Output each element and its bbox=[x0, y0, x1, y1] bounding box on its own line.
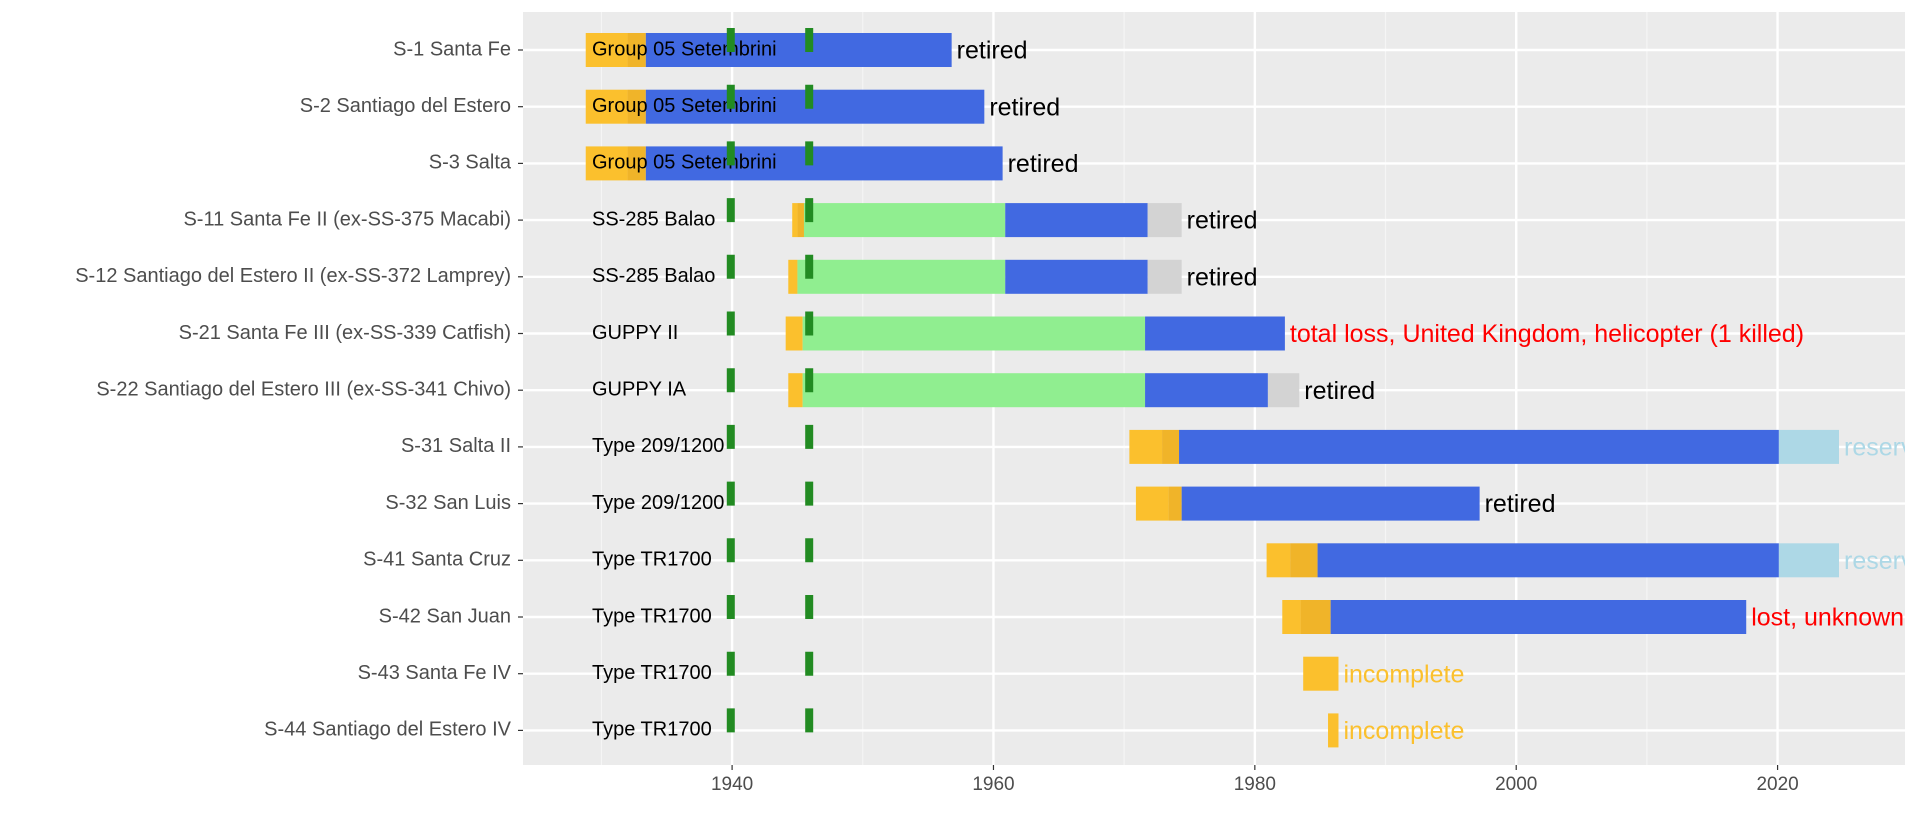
class-label: Group 05 Setembrini bbox=[592, 152, 777, 174]
bar-segment bbox=[1317, 543, 1779, 578]
bar-segment bbox=[803, 203, 1006, 238]
status-label: retired bbox=[1187, 263, 1258, 291]
class-label: SS-285 Balao bbox=[592, 265, 715, 287]
y-tick-label: S-41 Santa Cruz bbox=[363, 549, 511, 571]
bar-segment bbox=[788, 259, 798, 294]
bar-segment bbox=[1145, 373, 1268, 408]
bar-segment bbox=[1267, 373, 1300, 408]
bar-segment bbox=[1162, 429, 1180, 464]
x-tick-label: 2000 bbox=[1495, 774, 1537, 795]
bar-segment bbox=[1179, 429, 1779, 464]
x-tick-label: 2020 bbox=[1756, 774, 1798, 795]
status-label: retired bbox=[1485, 490, 1556, 518]
status-label: retired bbox=[1008, 150, 1079, 178]
bar-segment bbox=[627, 146, 646, 181]
bar-segment bbox=[1168, 486, 1182, 521]
class-label: Type 209/1200 bbox=[592, 492, 724, 514]
class-label: GUPPY IA bbox=[592, 378, 687, 400]
bar-segment bbox=[792, 203, 798, 238]
bar-segment bbox=[797, 259, 1006, 294]
class-label: Type TR1700 bbox=[592, 605, 712, 627]
class-label: SS-285 Balao bbox=[592, 208, 715, 230]
class-label: Type 209/1200 bbox=[592, 435, 724, 457]
status-label: total loss, United Kingdom, helicopter (… bbox=[1290, 320, 1804, 348]
bar-segment bbox=[797, 203, 804, 238]
y-tick-label: S-1 Santa Fe bbox=[393, 38, 511, 60]
bar-segment bbox=[645, 146, 1003, 181]
bar-segment bbox=[1266, 543, 1291, 578]
bar-segment bbox=[627, 33, 646, 67]
status-label: retired bbox=[957, 37, 1028, 65]
y-tick-label: S-43 Santa Fe IV bbox=[358, 662, 512, 684]
bar-segment bbox=[1778, 543, 1840, 578]
y-tick-label: S-12 Santiago del Estero II (ex-SS-372 L… bbox=[75, 265, 511, 287]
class-label: Group 05 Setembrini bbox=[592, 95, 777, 117]
y-tick-label: S-44 Santiago del Estero IV bbox=[264, 719, 511, 741]
y-tick-label: S-42 San Juan bbox=[379, 605, 511, 627]
status-label: retired bbox=[1304, 377, 1375, 405]
bar-segment bbox=[1129, 429, 1163, 464]
axes: 1940 1960 1980 2000 2020 S-1 Santa Fe S-2 Sant… bbox=[75, 38, 1799, 795]
bar-segment bbox=[585, 89, 628, 124]
status-label: incomplete bbox=[1343, 717, 1464, 745]
class-label: Group 05 Setembrini bbox=[592, 38, 777, 60]
class-label: GUPPY II bbox=[592, 322, 678, 344]
x-tick-label: 1980 bbox=[1234, 774, 1276, 795]
bar-segment bbox=[1303, 656, 1339, 691]
bar-segment bbox=[802, 316, 1146, 351]
bar-segment bbox=[1145, 316, 1285, 351]
y-tick-label: S-3 Salta bbox=[429, 152, 512, 174]
status-label: reserve bbox=[1844, 547, 1920, 575]
bar-segment bbox=[1330, 600, 1747, 634]
bar-segment bbox=[1181, 486, 1480, 521]
class-label: Type TR1700 bbox=[592, 549, 712, 571]
bar-segment bbox=[1005, 203, 1148, 238]
bar-segment bbox=[1005, 259, 1148, 294]
bar-segment bbox=[788, 373, 803, 408]
bar-segment bbox=[585, 33, 628, 67]
status-label: retired bbox=[1187, 207, 1258, 235]
y-tick-label: S-32 San Luis bbox=[385, 492, 511, 514]
bar-segment bbox=[1147, 259, 1182, 294]
bar-segment bbox=[1290, 543, 1318, 578]
bar-segment bbox=[1328, 713, 1339, 748]
bar-segment bbox=[627, 89, 646, 124]
y-tick-label: S-21 Santa Fe III (ex-SS-339 Catfish) bbox=[179, 322, 511, 344]
bar-segment bbox=[1778, 429, 1840, 464]
y-tick-label: S-31 Salta II bbox=[401, 435, 511, 457]
status-label: retired bbox=[989, 93, 1060, 121]
class-label: Type TR1700 bbox=[592, 719, 712, 741]
y-tick-label: S-22 Santiago del Estero III (ex-SS-341 … bbox=[96, 378, 511, 400]
x-tick-label: 1960 bbox=[972, 774, 1014, 795]
bar-segment bbox=[785, 316, 803, 351]
status-label: lost, unknown bbox=[1751, 604, 1904, 632]
bar-segment bbox=[1300, 600, 1331, 634]
bar-segment bbox=[645, 89, 985, 124]
class-label: Type TR1700 bbox=[592, 662, 712, 684]
bar-segment bbox=[1282, 600, 1301, 634]
y-tick-label: S-11 Santa Fe II (ex-SS-375 Macabi) bbox=[183, 208, 511, 230]
status-label: incomplete bbox=[1343, 660, 1464, 688]
status-label: reserve bbox=[1844, 434, 1920, 462]
y-tick-label: S-2 Santiago del Estero bbox=[300, 95, 511, 117]
bar-segment bbox=[585, 146, 628, 181]
bar-segment bbox=[1147, 203, 1182, 238]
bar-segment bbox=[645, 33, 952, 67]
bar-segment bbox=[802, 373, 1146, 408]
x-tick-label: 1940 bbox=[711, 774, 753, 795]
plot-area: Group 05 Setembrini retired Group 05 Setem… bbox=[523, 12, 1920, 765]
bar-segment bbox=[1135, 486, 1169, 521]
